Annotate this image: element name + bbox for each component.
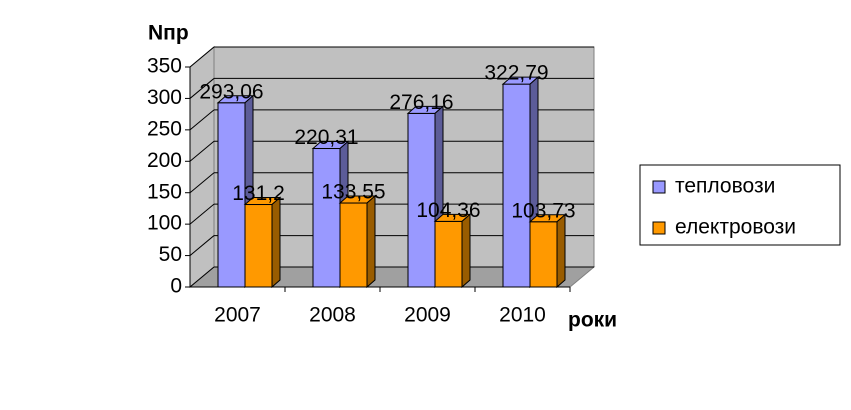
- y-tick-label: 100: [147, 212, 182, 235]
- bar-side: [271, 196, 281, 289]
- grid-line: [189, 109, 215, 131]
- y-tick-label: 250: [147, 117, 182, 140]
- y-tick-label: 150: [147, 180, 182, 203]
- grid-line: [189, 203, 215, 225]
- value-label: 103,73: [511, 199, 575, 222]
- x-tick-label: 2010: [499, 304, 546, 327]
- bar-front: [244, 204, 273, 288]
- legend-swatch: [652, 221, 666, 235]
- y-tick-label: 50: [159, 243, 182, 266]
- value-label: 133,55: [321, 181, 385, 204]
- grid-line: [189, 235, 215, 256]
- grid-line: [189, 266, 215, 288]
- x-tick-label: 2009: [404, 304, 451, 327]
- x-axis-label: роки: [568, 309, 617, 332]
- value-label: 293,06: [199, 80, 263, 103]
- bar-front: [529, 221, 558, 288]
- legend-label: тепловози: [675, 175, 775, 198]
- value-label: 276,16: [389, 91, 453, 114]
- bar-front: [502, 83, 531, 288]
- bar-side: [556, 213, 566, 289]
- bar-front: [407, 112, 436, 288]
- bar: [243, 196, 282, 289]
- grid-line: [189, 46, 215, 68]
- legend-label: електровози: [675, 216, 796, 239]
- bar-front: [312, 148, 341, 288]
- bar: [528, 213, 567, 289]
- value-label: 104,36: [416, 199, 480, 222]
- x-tick-label: 2008: [309, 304, 356, 327]
- bar-side: [461, 213, 471, 289]
- y-tick-label: 200: [147, 149, 182, 172]
- y-axis-label: Nпр: [148, 22, 189, 45]
- grid-line: [189, 78, 215, 99]
- bar-front: [339, 202, 368, 288]
- legend-swatch: [652, 180, 666, 194]
- x-tick-label: 2007: [214, 304, 261, 327]
- bar-side: [366, 194, 376, 289]
- bar: [338, 194, 377, 289]
- y-tick-label: 350: [147, 55, 182, 78]
- y-tick-label: 0: [170, 275, 182, 298]
- value-label: 131,2: [232, 182, 285, 205]
- bar: [433, 213, 472, 289]
- value-label: 220,31: [294, 126, 358, 149]
- grid-line: [189, 172, 215, 194]
- bar-front: [434, 220, 463, 288]
- value-label: 322,79: [484, 62, 548, 85]
- y-tick-label: 300: [147, 86, 182, 109]
- grid-line: [189, 140, 215, 162]
- legend-box: [639, 164, 841, 246]
- bar-front: [217, 102, 246, 288]
